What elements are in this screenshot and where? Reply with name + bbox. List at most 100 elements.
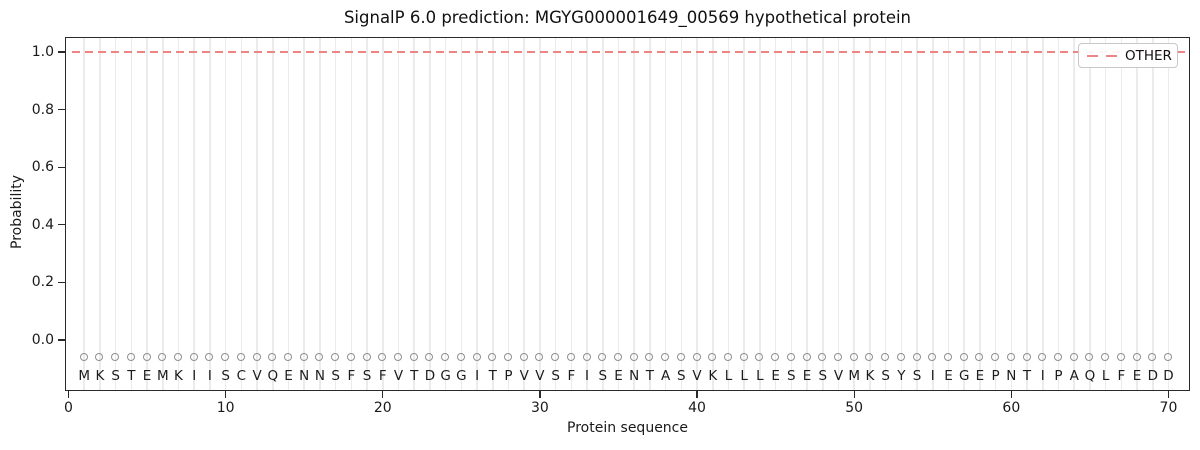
grid-line <box>1073 38 1075 390</box>
grid-line <box>224 38 227 390</box>
residue-letter: S <box>818 367 828 384</box>
residue-marker-icon <box>126 352 135 361</box>
residue-letter: M <box>156 367 169 384</box>
grid-line <box>539 38 541 390</box>
residue-letter: L <box>724 367 733 384</box>
residue-letter: D <box>1163 367 1174 384</box>
grid-line <box>774 38 777 390</box>
residue-marker-icon <box>425 352 434 361</box>
residue-marker-icon <box>692 352 701 361</box>
residue-letter: S <box>787 367 796 384</box>
residue-letter: M <box>78 367 91 384</box>
residue-marker-icon <box>189 352 198 361</box>
residue-letter: F <box>1117 367 1126 384</box>
grid-line <box>319 38 321 390</box>
y-tick-label: 0.0 <box>31 332 54 348</box>
residue-marker-icon <box>1148 352 1157 361</box>
grid-line <box>743 38 745 390</box>
grid-line <box>83 38 85 390</box>
residue-letter: E <box>802 367 812 384</box>
residue-letter: V <box>833 367 844 384</box>
residue-letter: D <box>424 367 436 384</box>
residue-letter: N <box>1006 367 1017 384</box>
y-tick-mark <box>58 108 65 111</box>
grid-line <box>382 38 384 390</box>
grid-line <box>900 38 903 390</box>
y-tick-mark <box>58 281 65 284</box>
residue-letter: C <box>236 367 247 384</box>
residue-letter: T <box>645 367 655 384</box>
grid-line <box>460 38 463 390</box>
series-line-other <box>72 51 1185 53</box>
residue-letter: K <box>95 367 105 384</box>
y-tick-mark <box>58 224 65 226</box>
residue-letter: S <box>111 367 120 384</box>
residue-letter: L <box>756 367 764 384</box>
grid-line <box>759 38 761 390</box>
residue-letter: K <box>708 367 718 384</box>
residue-letter: S <box>881 367 890 384</box>
grid-line <box>114 38 117 390</box>
grid-line <box>1104 38 1107 390</box>
residue-letter: N <box>314 367 325 384</box>
residue-letter: P <box>1054 367 1063 384</box>
residue-marker-icon <box>378 352 387 361</box>
residue-marker-icon <box>613 352 622 361</box>
residue-marker-icon <box>802 352 811 361</box>
residue-letter: L <box>1101 367 1110 384</box>
grid-line <box>1042 38 1044 390</box>
residue-marker-icon <box>865 352 874 361</box>
residue-marker-icon <box>252 352 261 361</box>
y-tick-mark <box>58 51 65 53</box>
grid-line <box>963 38 965 390</box>
residue-marker-icon <box>315 352 324 361</box>
residue-marker-icon <box>1022 352 1031 361</box>
x-tick-label: 10 <box>216 400 235 416</box>
residue-marker-icon <box>786 352 795 361</box>
residue-letter: S <box>221 367 230 384</box>
residue-marker-icon <box>346 352 355 361</box>
residue-marker-icon <box>975 352 984 361</box>
residue-marker-icon <box>409 352 418 361</box>
y-tick-label: 0.6 <box>31 159 54 176</box>
residue-letter: S <box>551 367 560 384</box>
y-tick-label: 0.8 <box>31 101 54 118</box>
residue-letter: F <box>378 367 387 384</box>
residue-marker-icon <box>456 352 465 361</box>
grid-line <box>193 38 195 390</box>
residue-marker-icon <box>582 352 591 361</box>
residue-letter: I <box>930 367 935 384</box>
residue-letter: P <box>504 367 513 384</box>
y-axis-label: Probability <box>9 174 25 250</box>
grid-line <box>523 38 525 390</box>
grid-line <box>240 38 243 390</box>
grid-line <box>570 38 573 390</box>
residue-letter: D <box>1147 367 1158 384</box>
grid-line <box>1152 38 1154 390</box>
residue-letter: M <box>848 367 861 384</box>
residue-letter: S <box>598 367 608 384</box>
residue-letter: E <box>944 367 953 384</box>
x-tick-label: 50 <box>845 400 864 416</box>
grid-line <box>554 38 557 390</box>
grid-line <box>256 38 258 390</box>
grid-line <box>680 38 683 390</box>
grid-line <box>712 38 714 390</box>
residue-letter: V <box>252 367 262 384</box>
residue-letter: P <box>991 367 1000 384</box>
residue-marker-icon <box>472 352 481 361</box>
residue-marker-icon <box>771 352 780 361</box>
residue-marker-icon <box>991 352 1000 361</box>
y-tick-label: 0.4 <box>31 216 54 233</box>
x-tick-label: 70 <box>1159 400 1178 416</box>
residue-marker-icon <box>566 352 575 361</box>
grid-line <box>303 38 305 390</box>
grid-line <box>932 38 934 390</box>
grid-line <box>334 38 337 390</box>
x-tick-label: 60 <box>1002 400 1021 416</box>
grid-line <box>994 38 997 390</box>
grid-line <box>1057 38 1060 390</box>
residue-marker-icon <box>661 352 670 361</box>
